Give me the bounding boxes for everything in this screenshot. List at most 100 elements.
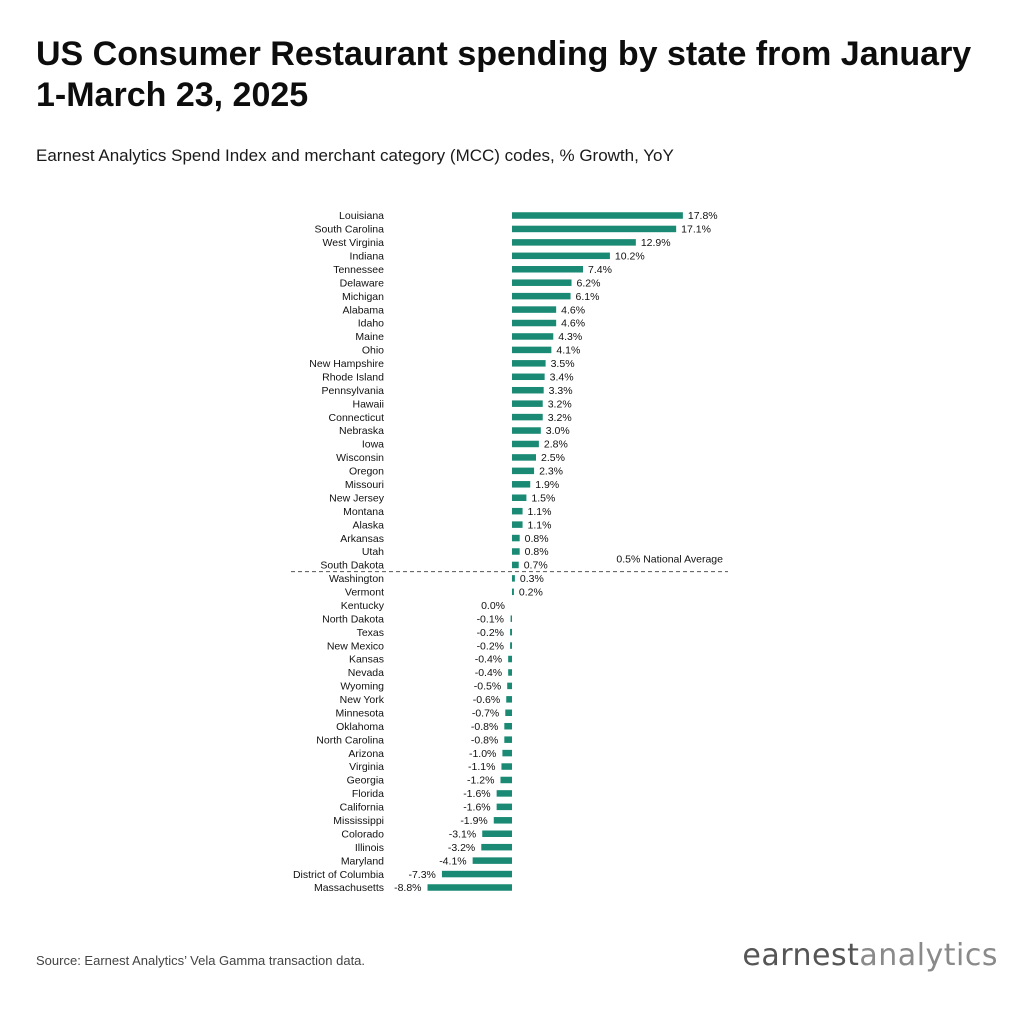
bar [512, 494, 527, 501]
chart-title: US Consumer Restaurant spending by state… [36, 35, 972, 114]
category-label: Wisconsin [336, 452, 384, 464]
category-label: North Dakota [322, 613, 384, 625]
value-label: -4.1% [439, 855, 466, 867]
value-label: -0.4% [475, 654, 502, 666]
value-label: 17.8% [688, 210, 718, 222]
category-label: Kansas [349, 654, 384, 666]
category-label: Maine [355, 331, 384, 343]
bar [501, 763, 512, 770]
value-label: -1.1% [468, 761, 495, 773]
bar [512, 346, 552, 354]
value-label: -0.1% [477, 613, 504, 625]
category-label: Kentucky [341, 600, 385, 612]
earnest-analytics-logo: earnestanalytics [742, 938, 998, 973]
value-label: -0.8% [471, 734, 498, 746]
category-label: Colorado [341, 828, 384, 840]
value-label: 2.8% [544, 439, 568, 451]
category-label: Pennsylvania [322, 385, 385, 397]
category-label: North Carolina [316, 734, 384, 746]
value-label: -8.8% [394, 882, 421, 894]
bar [512, 588, 514, 596]
value-label: 17.1% [681, 224, 711, 236]
category-label: Virginia [349, 761, 384, 773]
category-label: New Jersey [329, 492, 385, 504]
bar [481, 843, 512, 851]
category-label: Georgia [347, 775, 385, 787]
logo-text-earnest: earnest [742, 938, 860, 973]
value-label: 4.6% [561, 318, 585, 330]
category-label: New York [340, 694, 385, 706]
bar [512, 440, 539, 448]
category-label: Connecticut [329, 412, 385, 424]
source-note: Source: Earnest Analytics’ Vela Gamma tr… [36, 953, 366, 968]
value-label: -0.4% [475, 667, 502, 679]
bar [512, 266, 584, 273]
category-label: Maryland [341, 855, 384, 867]
bar [512, 534, 520, 542]
value-label: -0.6% [473, 694, 500, 706]
bar [508, 669, 512, 676]
national-average-label: 0.5% National Average [616, 554, 723, 566]
value-label: -0.5% [474, 681, 501, 693]
logo-text-analytics: analytics [859, 938, 998, 973]
bar [512, 548, 520, 555]
bar [512, 360, 546, 367]
value-label: 1.1% [528, 506, 552, 518]
value-label: -3.2% [448, 842, 475, 854]
value-label: -1.6% [463, 802, 490, 814]
bar [493, 817, 512, 824]
category-label: Tennessee [333, 264, 384, 276]
category-label: South Carolina [315, 224, 385, 236]
category-label: Missouri [345, 479, 384, 491]
value-label: 0.3% [520, 573, 544, 585]
bar [500, 776, 512, 784]
value-label: 0.2% [519, 587, 543, 599]
category-label: New Mexico [327, 640, 384, 652]
bar [496, 803, 512, 811]
value-label: -0.2% [477, 640, 504, 652]
category-label: Alabama [343, 304, 385, 316]
category-label: Iowa [362, 439, 384, 451]
category-label: Washington [329, 573, 384, 585]
value-label: 3.2% [548, 398, 572, 410]
bar [512, 507, 523, 515]
value-label: 2.5% [541, 452, 565, 464]
bar [512, 319, 557, 327]
bar [512, 279, 572, 286]
bar [506, 696, 512, 703]
value-label: -1.9% [460, 815, 487, 827]
category-label: Vermont [345, 587, 384, 599]
bar [512, 427, 541, 434]
bar [510, 615, 512, 622]
category-label: Massachusetts [314, 882, 384, 894]
bar [512, 225, 677, 233]
value-label: 3.2% [548, 412, 572, 424]
value-label: 3.0% [546, 425, 570, 437]
category-label: Oklahoma [336, 721, 384, 733]
category-label: California [340, 802, 385, 814]
category-label: Michigan [342, 291, 384, 303]
reference-layer: 0.5% National Average [291, 554, 728, 573]
value-label: -1.2% [467, 775, 494, 787]
bar [512, 481, 531, 488]
value-label: -1.0% [469, 748, 496, 760]
bar [512, 333, 554, 340]
bar [512, 306, 557, 313]
value-label: 0.0% [481, 600, 505, 612]
bar [508, 655, 512, 663]
bar [441, 870, 512, 878]
category-label: Florida [352, 788, 384, 800]
value-label: 1.9% [535, 479, 559, 491]
category-label: Alaska [352, 519, 384, 531]
bar [512, 575, 515, 582]
category-label: Idaho [358, 318, 384, 330]
bar [504, 736, 512, 743]
category-label: Ohio [362, 345, 384, 357]
value-label: 0.8% [525, 546, 549, 558]
bar [472, 857, 512, 864]
category-label: Wyoming [340, 681, 384, 693]
value-label: 4.1% [556, 345, 580, 357]
bar [512, 467, 535, 475]
bar [512, 292, 571, 300]
